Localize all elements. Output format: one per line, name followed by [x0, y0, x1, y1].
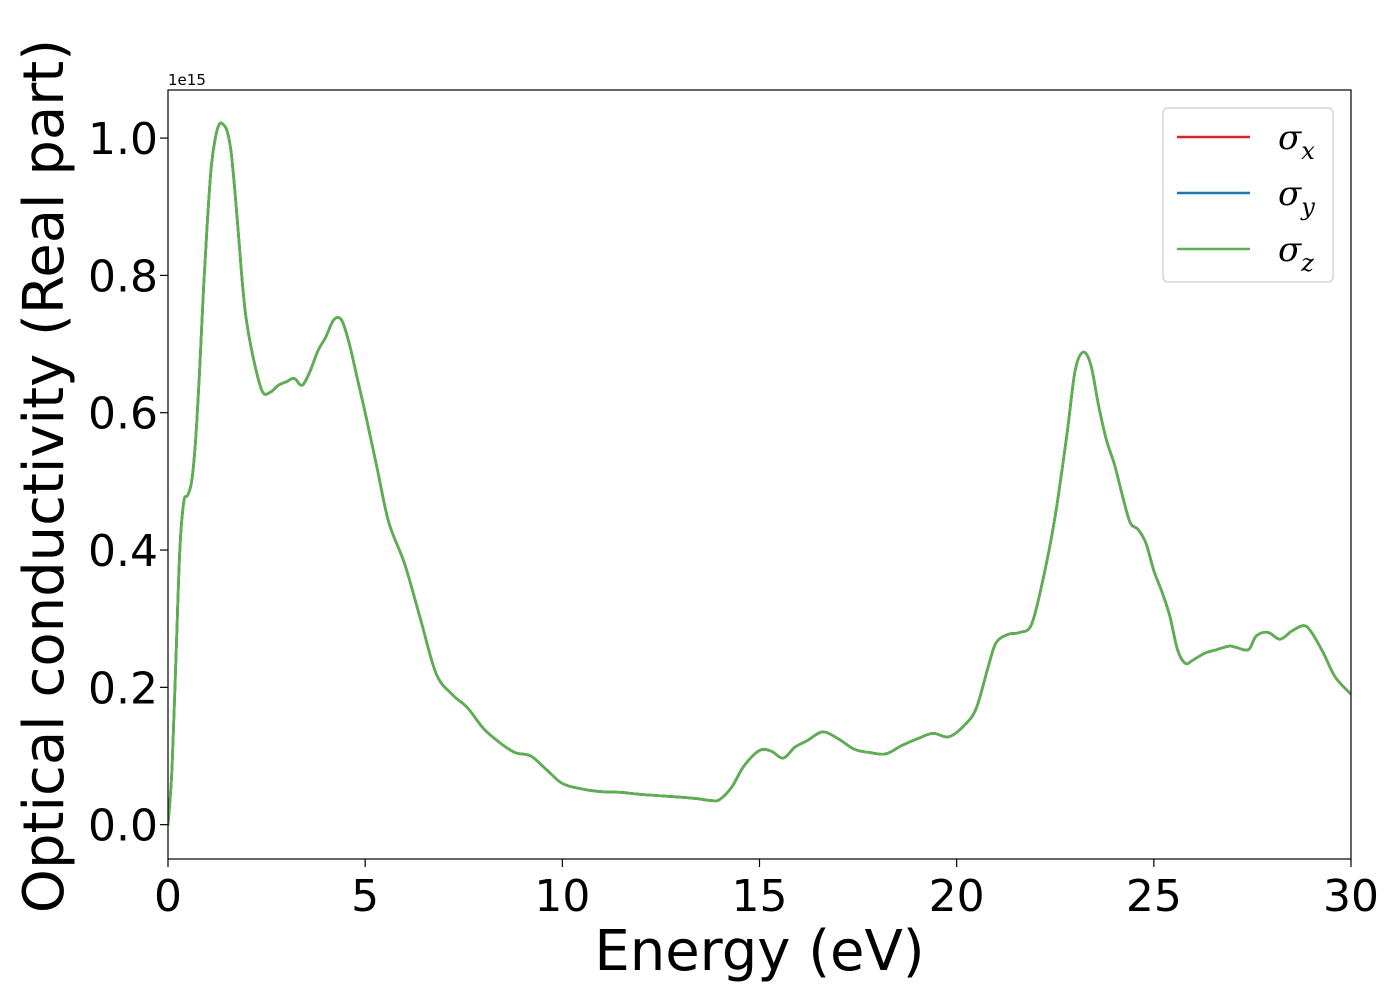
legend-entry-sigma-x: σx	[1177, 118, 1315, 165]
y-offset-label: 1e15	[168, 71, 206, 89]
legend: σx σy σz	[1162, 107, 1334, 283]
y-tick-label: 0.0	[88, 801, 158, 852]
series-sigma-z-line	[168, 121, 1351, 826]
x-tick-label: 0	[154, 871, 182, 922]
y-tick-label: 0.2	[88, 663, 158, 714]
y-tick-label: 1.0	[88, 114, 158, 165]
legend-label: σy	[1278, 174, 1315, 221]
x-tick-label: 15	[732, 871, 788, 922]
plot-area	[167, 89, 1352, 860]
x-tick-label: 25	[1126, 871, 1182, 922]
x-tick-label: 10	[534, 871, 590, 922]
y-tick-label: 0.4	[88, 526, 158, 577]
y-axis-label: Optical conductivity (Real part)	[12, 39, 77, 913]
legend-entry-sigma-z: σz	[1177, 230, 1314, 277]
x-axis-label: Energy (eV)	[594, 919, 924, 984]
x-tick-label: 20	[929, 871, 985, 922]
y-tick-label: 0.8	[88, 251, 158, 302]
x-axis-ticks: 0 5 10 15 20 25 30	[154, 859, 1379, 922]
legend-entry-sigma-y: σy	[1177, 174, 1315, 221]
y-axis-ticks: 0.0 0.2 0.4 0.6 0.8 1.0	[88, 114, 168, 852]
x-tick-label: 30	[1323, 871, 1379, 922]
y-tick-label: 0.6	[88, 389, 158, 440]
series-layer	[168, 121, 1351, 826]
legend-box	[1162, 107, 1334, 283]
x-tick-label: 5	[351, 871, 379, 922]
legend-label: σx	[1278, 118, 1315, 165]
legend-label: σz	[1278, 230, 1314, 277]
